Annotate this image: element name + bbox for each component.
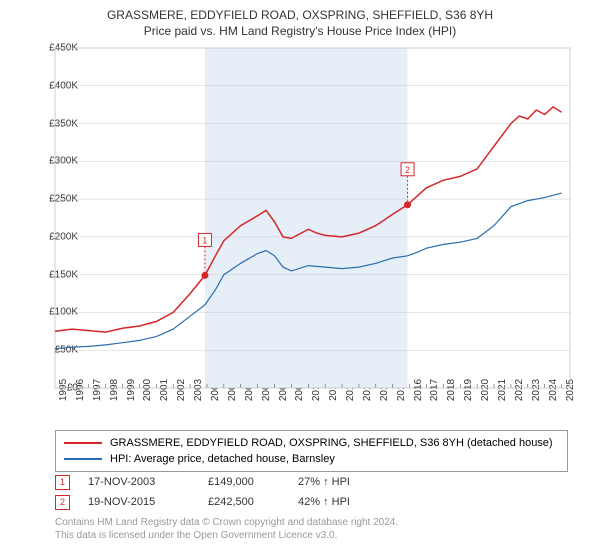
transaction-delta: 42% ↑ HPI (298, 496, 388, 508)
legend-box: GRASSMERE, EDDYFIELD ROAD, OXSPRING, SHE… (55, 430, 568, 472)
legend-swatch (64, 458, 102, 459)
transactions-table: 1 17-NOV-2003 £149,000 27% ↑ HPI 2 19-NO… (55, 472, 388, 512)
legend-swatch (64, 442, 102, 444)
chart-title-block: GRASSMERE, EDDYFIELD ROAD, OXSPRING, SHE… (0, 0, 600, 38)
transaction-delta: 27% ↑ HPI (298, 476, 388, 488)
table-row: 1 17-NOV-2003 £149,000 27% ↑ HPI (55, 472, 388, 492)
footer-attribution: Contains HM Land Registry data © Crown c… (55, 516, 398, 542)
footer-line1: Contains HM Land Registry data © Crown c… (55, 516, 398, 529)
transaction-date: 17-NOV-2003 (88, 476, 208, 488)
chart-title-line2: Price paid vs. HM Land Registry's House … (0, 24, 600, 38)
legend-label: HPI: Average price, detached house, Barn… (110, 453, 335, 465)
svg-text:1: 1 (202, 235, 207, 245)
chart-title-line1: GRASSMERE, EDDYFIELD ROAD, OXSPRING, SHE… (0, 8, 600, 22)
legend-row: HPI: Average price, detached house, Barn… (64, 451, 559, 467)
transaction-marker-icon: 1 (55, 475, 70, 490)
legend-row: GRASSMERE, EDDYFIELD ROAD, OXSPRING, SHE… (64, 435, 559, 451)
chart-svg: 12 (55, 48, 570, 388)
transaction-price: £242,500 (208, 496, 298, 508)
table-row: 2 19-NOV-2015 £242,500 42% ↑ HPI (55, 492, 388, 512)
transaction-price: £149,000 (208, 476, 298, 488)
transaction-date: 19-NOV-2015 (88, 496, 208, 508)
svg-text:2: 2 (405, 165, 410, 175)
transaction-marker-icon: 2 (55, 495, 70, 510)
chart-plot-area: 12 (55, 48, 570, 388)
legend-label: GRASSMERE, EDDYFIELD ROAD, OXSPRING, SHE… (110, 437, 553, 449)
footer-line2: This data is licensed under the Open Gov… (55, 529, 398, 542)
